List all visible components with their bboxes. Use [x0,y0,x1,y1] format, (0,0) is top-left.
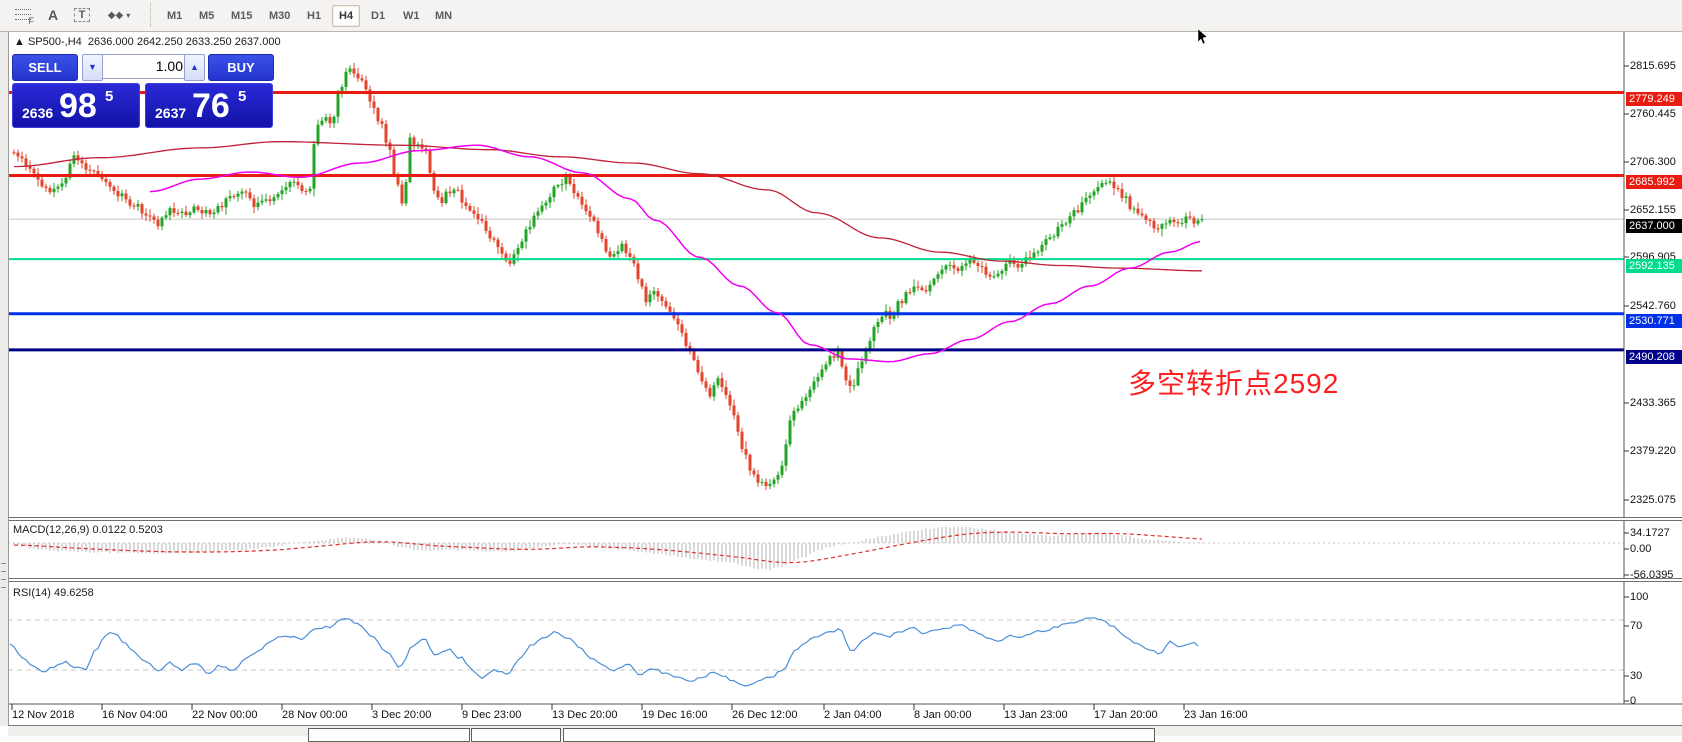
rsi-axis-label: 30 [1630,670,1643,682]
price-tick-label: 2433.365 [1630,397,1676,409]
ask-price-sup: 5 [238,88,247,105]
timeframe-button-d1[interactable]: D1 [371,10,386,22]
ask-price-big: 76 [192,87,230,125]
rsi-panel-splitter[interactable] [8,578,1682,582]
symbol-label: SP500-,H4 [27,36,82,48]
chart-tab-1[interactable] [471,728,561,742]
buy-button[interactable]: BUY [208,54,274,81]
rsi-axis-label: 70 [1630,620,1643,632]
bid-price-big: 98 [59,87,97,125]
rsi-label: RSI(14) 49.6258 [13,587,94,599]
time-axis-label: 2 Jan 04:00 [824,709,882,721]
timeframe-button-mn[interactable]: MN [435,10,453,22]
price-level-label: 2685.992 [1626,175,1682,189]
toolbar: F A T ◆◆ ▾ M1 M5 M15 M30 H1 H4 D1 W1 MN [0,0,1682,32]
bid-price-prefix: 2636 [22,105,54,121]
macd-axis-label: 34.1727 [1630,527,1670,539]
timeframe-button-m1[interactable]: M1 [167,10,183,22]
bid-price-sup: 5 [105,88,114,105]
fibonacci-tool-icon[interactable]: F [12,4,34,26]
timeframe-button-h1[interactable]: H1 [307,10,322,22]
time-axis-label: 17 Jan 20:00 [1094,709,1158,721]
left-splitter[interactable] [0,31,9,726]
time-axis-label: 13 Dec 20:00 [552,709,618,721]
ohlc-values: 2636.000 2642.250 2633.250 2637.000 [87,36,281,48]
price-level-label: 2530.771 [1626,314,1682,328]
chart-tab-bar [8,725,1682,742]
chart-tab-2[interactable] [563,728,1155,742]
chart-tab-0[interactable] [308,728,470,742]
timeframe-button-m15[interactable]: M15 [231,10,253,22]
time-axis-label: 13 Jan 23:00 [1004,709,1068,721]
price-level-label: 2592.135 [1626,259,1682,273]
volume-input[interactable]: 1.00 [102,54,190,79]
price-level-label: 2779.249 [1626,92,1682,106]
timeframe-button-h4[interactable]: H4 [332,5,361,27]
toolbar-separator [150,3,152,27]
time-axis-label: 12 Nov 2018 [12,709,75,721]
chevron-down-icon: ▾ [126,10,131,20]
rsi-axis-label: 100 [1630,591,1649,603]
time-axis-label: 28 Nov 00:00 [282,709,348,721]
macd-label: MACD(12,26,9) 0.0122 0.5203 [13,524,163,536]
macd-axis-label: -56.0395 [1630,569,1674,581]
volume-increase-button[interactable]: ▲ [184,54,205,81]
rsi-axis-label: 0 [1630,695,1637,707]
chart-title: ▲ SP500-,H4 2636.000 2642.250 2633.250 2… [14,36,281,48]
time-axis-label: 22 Nov 00:00 [192,709,258,721]
price-tick-label: 2652.155 [1630,204,1676,216]
timeframe-button-w1[interactable]: W1 [403,10,420,22]
bid-price-panel[interactable]: 2636 98 5 [12,83,140,128]
rsi-chart-area [8,617,1624,687]
price-level-label: 2490.208 [1626,350,1682,364]
volume-decrease-button[interactable]: ▼ [82,54,103,81]
macd-chart-area [8,526,1624,571]
price-tick-label: 2379.220 [1630,445,1676,457]
price-tick-label: 2706.300 [1630,156,1676,168]
price-tick-label: 2815.695 [1630,60,1676,72]
chart-annotation-text[interactable]: 多空转折点2592 [1128,368,1340,399]
price-tick-label: 2325.075 [1630,494,1676,506]
price-level-label: 2637.000 [1626,219,1682,233]
ask-price-prefix: 2637 [155,105,187,121]
text-tool-icon[interactable]: A [47,7,59,23]
time-axis-label: 26 Dec 12:00 [732,709,798,721]
time-axis-label: 19 Dec 16:00 [642,709,708,721]
timeframe-button-m30[interactable]: M30 [269,10,291,22]
macd-panel-splitter[interactable] [8,517,1682,521]
time-axis-label: 8 Jan 00:00 [914,709,972,721]
time-axis-label: 16 Nov 04:00 [102,709,168,721]
macd-axis-label: 0.00 [1630,543,1652,555]
ask-price-panel[interactable]: 2637 76 5 [145,83,273,128]
shapes-tool-icon[interactable]: ◆◆ ▾ [107,9,131,21]
price-tick-label: 2760.445 [1630,108,1676,120]
collapse-arrow-icon[interactable]: ▲ [14,36,25,48]
time-axis-label: 9 Dec 23:00 [462,709,522,721]
time-axis-label: 3 Dec 20:00 [372,709,432,721]
text-label-tool-icon[interactable]: T [72,4,92,26]
main-chart-area [8,62,1624,491]
timeframe-button-m5[interactable]: M5 [199,10,215,22]
price-tick-label: 2542.760 [1630,300,1676,312]
mouse-cursor-icon [1197,29,1208,45]
sell-button[interactable]: SELL [12,54,78,81]
time-axis-label: 23 Jan 16:00 [1184,709,1248,721]
